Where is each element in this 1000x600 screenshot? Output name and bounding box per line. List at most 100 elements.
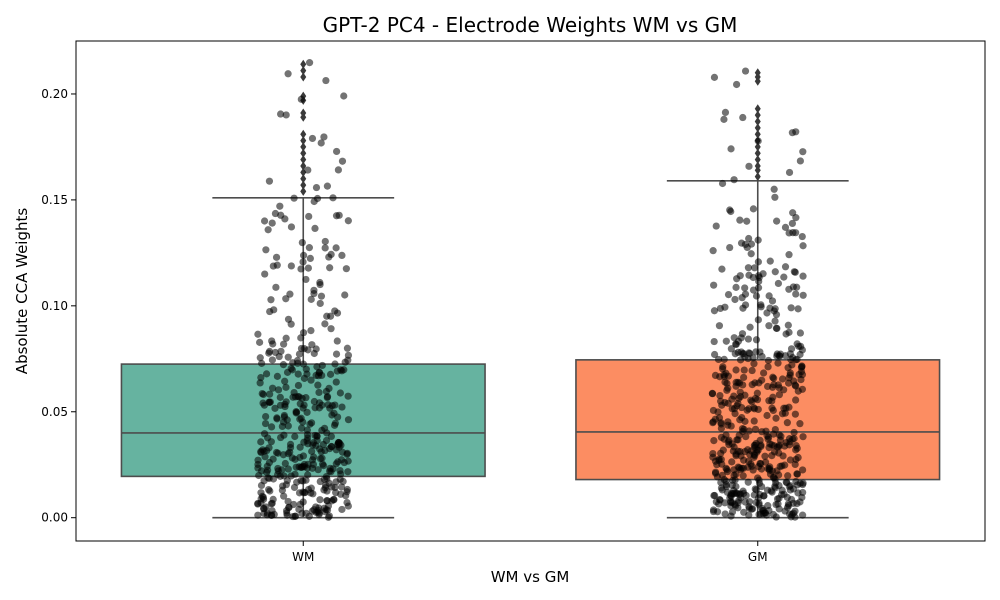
strip-point [756, 348, 764, 356]
strip-point [317, 292, 326, 300]
strip-point [721, 378, 729, 386]
strip-point [765, 292, 773, 300]
strip-point [755, 476, 763, 484]
strip-point [344, 392, 352, 400]
strip-point [312, 183, 321, 192]
strip-point [254, 460, 262, 469]
strip-point [299, 258, 307, 266]
strip-point [341, 358, 349, 366]
strip-point [775, 431, 783, 439]
strip-point [799, 466, 807, 474]
strip-point [259, 399, 267, 407]
strip-point [738, 330, 747, 338]
strip-point [732, 366, 740, 374]
strip-point [763, 411, 771, 420]
outlier-point [300, 186, 307, 196]
strip-point [302, 275, 310, 284]
strip-point [795, 342, 803, 350]
strip-point [773, 443, 782, 451]
strip-point [752, 336, 761, 344]
strip-point [771, 305, 779, 313]
strip-point [291, 470, 299, 478]
strip-point [280, 472, 288, 480]
strip-point [710, 491, 718, 500]
strip-point [270, 306, 278, 314]
strip-point [744, 478, 752, 486]
strip-point [284, 70, 292, 78]
strip-point [303, 426, 311, 434]
strip-point [302, 509, 310, 517]
strip-point [323, 487, 331, 495]
strip-point [276, 202, 284, 210]
strip-point [269, 262, 277, 270]
strip-point [724, 421, 732, 429]
strip-point [269, 475, 278, 483]
strip-point [293, 478, 301, 486]
strip-point [311, 404, 319, 412]
outlier-point [754, 161, 761, 171]
strip-point [308, 134, 317, 143]
strip-point [768, 297, 777, 305]
strip-point [750, 360, 758, 368]
strip-point [766, 257, 774, 265]
strip-point [746, 451, 754, 459]
outlier-point [300, 66, 307, 76]
strip-point [716, 391, 724, 400]
strip-point [709, 418, 717, 426]
strip-point [772, 513, 780, 521]
strip-point [283, 416, 291, 424]
strip-point [268, 219, 276, 227]
strip-point [318, 401, 326, 409]
strip-point [755, 277, 763, 285]
y-tick-label: 0.00 [41, 511, 68, 525]
strip-point [323, 497, 331, 505]
strip-point [284, 353, 292, 361]
strip-point [773, 467, 781, 475]
strip-point [305, 212, 313, 221]
strip-point [312, 345, 320, 353]
strip-point [260, 217, 269, 225]
strip-point [262, 246, 270, 254]
strip-point [260, 447, 268, 455]
strip-point [256, 354, 264, 362]
strip-point [784, 472, 792, 480]
strip-point [740, 373, 748, 382]
strip-point [792, 382, 800, 390]
strip-point [799, 433, 807, 441]
strip-point [322, 76, 330, 85]
strip-point [748, 366, 756, 375]
strip-point [274, 449, 282, 457]
strip-point [338, 483, 346, 491]
strip-point [732, 382, 740, 390]
strip-point [724, 290, 733, 299]
strip-point [331, 307, 339, 315]
strip-point [730, 471, 738, 480]
strip-point [722, 481, 730, 489]
strip-point [342, 492, 350, 500]
strip-point [295, 350, 304, 358]
strip-point [794, 489, 802, 497]
strip-point [781, 263, 790, 271]
strip-point [297, 334, 305, 342]
strip-point [276, 393, 284, 401]
strip-point [307, 295, 315, 303]
strip-point [754, 284, 763, 292]
strip-point [740, 366, 748, 374]
strip-point [793, 481, 801, 489]
strip-point [326, 264, 334, 272]
strip-point [276, 110, 285, 118]
strip-point [710, 437, 718, 445]
strip-point [709, 247, 717, 255]
strip-point [281, 377, 289, 385]
strip-point [328, 483, 336, 491]
strip-point [799, 148, 807, 156]
strip-point [799, 242, 807, 250]
strip-point [267, 423, 276, 431]
strip-point [254, 511, 262, 519]
strip-point [741, 417, 749, 425]
strip-point [733, 275, 741, 283]
strip-point [343, 344, 352, 352]
outlier-point [300, 148, 307, 158]
strip-point [279, 451, 288, 459]
